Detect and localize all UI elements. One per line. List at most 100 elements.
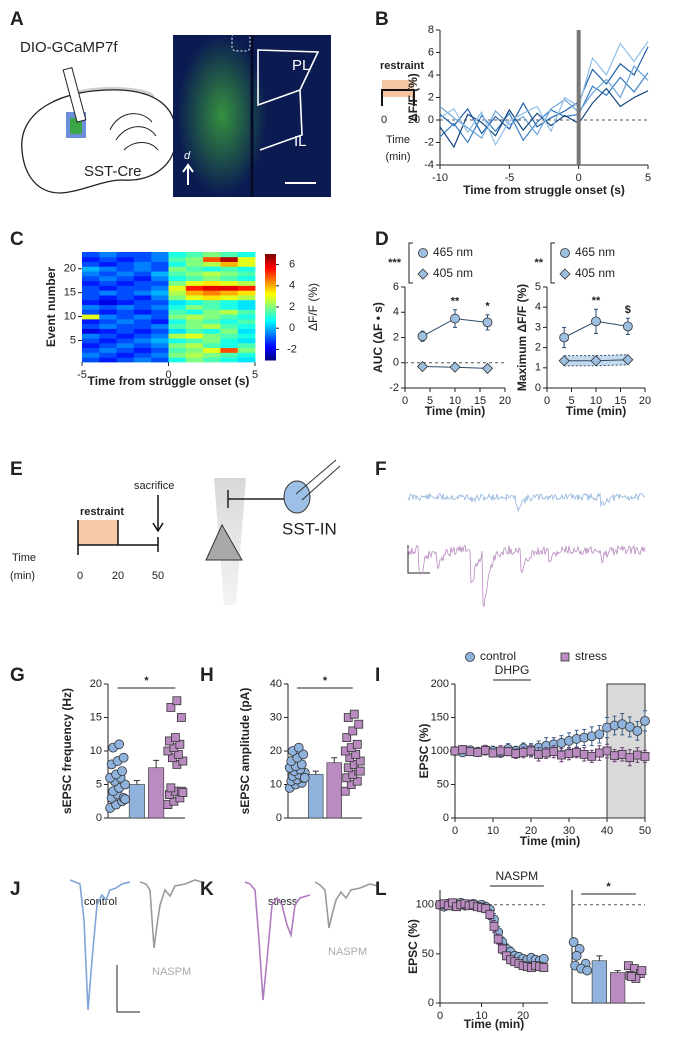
legend-significance: ** xyxy=(534,257,543,269)
heatmap-cell xyxy=(82,256,100,262)
colorbar-segment xyxy=(265,319,276,322)
point xyxy=(534,749,543,759)
heatmap-cell xyxy=(203,328,221,334)
heatmap-cell xyxy=(237,328,256,334)
heatmap-cell xyxy=(185,347,204,353)
point xyxy=(458,745,468,755)
y-tick-label: 100 xyxy=(431,745,449,757)
heatmap-cell xyxy=(133,338,152,344)
point xyxy=(602,746,612,756)
y-tick-label: 30 xyxy=(270,711,282,723)
heatmap-cell xyxy=(168,266,187,272)
heatmap-cell xyxy=(168,280,187,286)
significance-label: $ xyxy=(625,304,631,316)
heatmap-cell xyxy=(168,357,187,363)
colorbar-segment xyxy=(265,308,276,312)
data-point xyxy=(178,788,188,797)
heatmap-cell xyxy=(99,256,117,262)
colorbar-segment xyxy=(265,282,276,285)
heatmap-cell xyxy=(203,256,221,262)
x-tick-label: 30 xyxy=(563,825,575,837)
heatmap-cell xyxy=(82,290,100,296)
heatmap-cell xyxy=(237,314,256,320)
gcamp-signal xyxy=(177,35,267,195)
panel-label: B xyxy=(375,9,389,30)
heatmap-cell xyxy=(116,295,135,301)
point xyxy=(624,721,635,732)
panel-e-diagram: restraint sacrifice Time (min) 0 20 50 S… xyxy=(10,459,341,605)
y-tick-label: 4 xyxy=(535,301,541,313)
heatmap-cell xyxy=(185,266,204,272)
point xyxy=(526,746,536,756)
data-point xyxy=(568,937,579,947)
error-bar xyxy=(596,955,603,961)
heatmap-cell xyxy=(82,323,100,329)
panel-j-traces: control NASPM xyxy=(69,879,206,1013)
y-axis-label: sEPSC frequency (Hz) xyxy=(60,688,74,814)
heatmap-cell xyxy=(99,275,117,282)
point xyxy=(625,753,635,763)
y-tick-label: 10 xyxy=(90,745,102,757)
colorbar-tick-label: 2 xyxy=(289,301,295,313)
point xyxy=(610,751,619,761)
heatmap-cell xyxy=(151,290,169,296)
panel-label: A xyxy=(10,9,24,30)
colorbar-segment xyxy=(265,349,276,352)
colorbar-segment xyxy=(265,314,276,317)
heatmap-cell xyxy=(151,333,169,339)
legend-marker xyxy=(418,248,428,258)
colorbar-segment xyxy=(265,255,276,259)
condition-label: control xyxy=(84,896,117,908)
colorbar-segment xyxy=(265,264,276,267)
colorbar-segment xyxy=(265,333,276,336)
y-tick-label: 2 xyxy=(535,342,541,354)
heatmap-cell xyxy=(99,328,117,334)
heatmap-cell xyxy=(99,280,117,286)
heatmap-cell xyxy=(116,256,135,262)
point xyxy=(538,953,549,964)
heatmap-cell xyxy=(220,328,239,334)
heatmap-cell xyxy=(133,309,152,315)
panel-label: H xyxy=(200,665,214,686)
drug-label: NASPM xyxy=(328,946,367,958)
heatmap-cell xyxy=(203,280,221,286)
heatmap-cell xyxy=(203,342,221,349)
point xyxy=(591,316,601,327)
heatmap-cell xyxy=(99,338,117,344)
sst-interneuron xyxy=(283,480,311,514)
panel-k-traces: stress NASPM xyxy=(244,881,379,1001)
legend-marker xyxy=(559,268,571,280)
heatmap-cell xyxy=(151,342,169,349)
sepsc-trace xyxy=(407,544,646,608)
heatmap-cell xyxy=(151,318,169,325)
heatmap-cell xyxy=(220,318,239,325)
y-tick-label: 10 xyxy=(64,310,76,322)
heatmap-cell xyxy=(151,323,169,329)
data-point xyxy=(340,786,350,796)
y-tick-label: 50 xyxy=(422,948,434,960)
heatmap-cell xyxy=(203,318,221,325)
heatmap-cell xyxy=(185,342,204,349)
point xyxy=(450,313,460,324)
y-tick-label: -2 xyxy=(424,136,434,148)
line xyxy=(439,40,649,147)
point xyxy=(503,747,513,757)
point xyxy=(549,747,559,757)
data-point xyxy=(352,776,362,786)
heatmap-cell xyxy=(168,333,187,339)
heatmap-cell xyxy=(116,252,135,258)
x-axis-label: Time (min) xyxy=(425,404,485,418)
x-tick-label: -10 xyxy=(432,172,448,184)
heatmap-cell xyxy=(151,347,169,353)
data-point xyxy=(348,726,358,736)
fiber-track xyxy=(231,32,251,52)
heatmap-cell xyxy=(133,352,152,358)
epsc-trace xyxy=(314,881,379,929)
x-tick-label: 10 xyxy=(475,1010,487,1022)
heatmap-cell xyxy=(82,261,100,267)
y-axis-label: EPSC (%) xyxy=(417,724,431,779)
y-tick-label: 5 xyxy=(70,334,76,346)
y-tick-label: 0 xyxy=(443,812,449,824)
x-tick-label: 5 xyxy=(568,395,574,407)
heatmap-cell xyxy=(116,299,135,306)
